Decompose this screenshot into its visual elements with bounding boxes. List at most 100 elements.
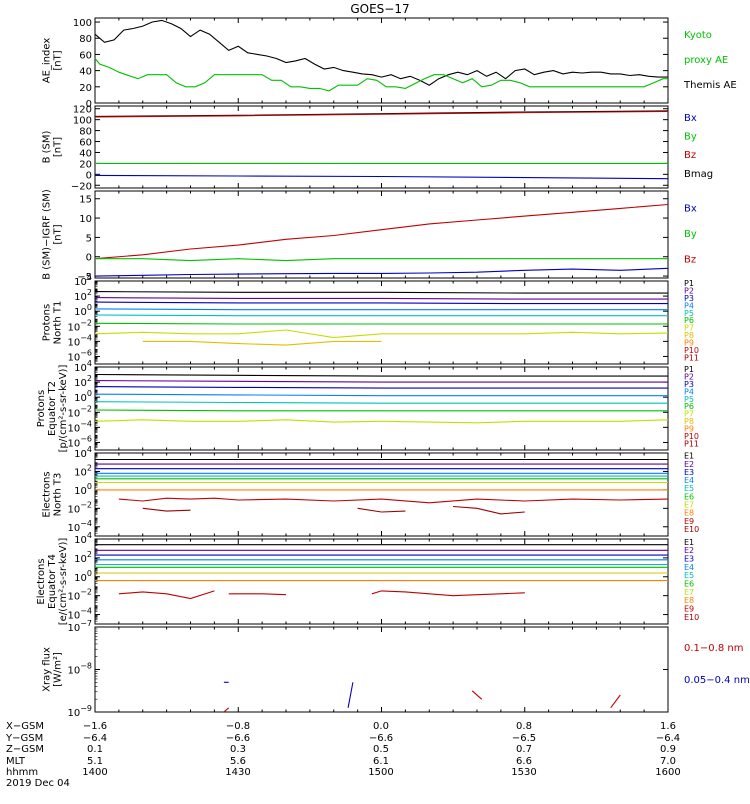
series-line (94, 58, 668, 92)
axis-row-value: 0.7 (516, 744, 532, 755)
plot-title: GOES−17 (350, 2, 409, 16)
axis-row-value: −6.4 (83, 733, 107, 744)
legend-entry: P10 (684, 432, 699, 441)
y-tick-label: 10−2 (67, 318, 92, 333)
legend-entry: P1 (684, 279, 694, 288)
legend-entry: P11 (684, 439, 699, 448)
legend-entry: P5 (684, 395, 694, 404)
y-tick-label: 102 (74, 374, 92, 389)
series-line (471, 690, 483, 700)
legend-entry: E1 (684, 452, 694, 461)
series-line (94, 19, 668, 86)
legend-entry: E7 (684, 501, 694, 510)
y-tick-label: 100 (74, 303, 92, 318)
y-tick-label: 15 (79, 195, 92, 206)
panel-1: 100 80 60 40 20 0 AE_index [nT] Kyoto proxy AE The… (42, 17, 737, 110)
y-tick-label: −20 (71, 181, 92, 192)
axis-row-value: −0.8 (226, 721, 250, 732)
legend-entry: P6 (684, 316, 694, 325)
y-axis-label: [p/(cm²-s-sr-keV)] (58, 365, 69, 453)
y-tick-label: 20 (79, 83, 92, 94)
legend-entry: E4 (684, 476, 694, 485)
series-line (347, 682, 354, 708)
legend-entry: P7 (684, 410, 694, 419)
legend-entry: P10 (684, 346, 699, 355)
y-tick-label: 100 (74, 482, 92, 497)
legend-entry: E7 (684, 588, 694, 597)
legend-entry: proxy AE (684, 55, 728, 66)
y-tick-label: 104 (74, 273, 92, 288)
axis-row-value: 0.1 (87, 744, 103, 755)
axis-row-value: −6.5 (512, 733, 536, 744)
legend-entry: P6 (684, 402, 694, 411)
series-line (94, 401, 668, 404)
legend-entry: P11 (684, 353, 699, 362)
panel-3: 15 10 5 0 −5 B (SM)−IGRF (SM) [nT] Bx By Bz (42, 189, 697, 283)
axis-row-value: 6.6 (516, 756, 532, 767)
axis-row-label: Y−GSM (5, 733, 43, 744)
y-tick-label: 60 (79, 138, 92, 149)
y-tick-label: 10−6 (67, 348, 92, 363)
legend-entry: E10 (684, 613, 699, 622)
series-line (142, 340, 382, 346)
y-tick-label: 10 (79, 214, 92, 225)
series-line (94, 297, 668, 300)
y-tick-label: 100 (73, 18, 92, 29)
legend-entry: P9 (684, 424, 694, 433)
y-tick-label: 80 (79, 34, 92, 45)
y-tick-label: 0 (86, 253, 92, 264)
panel-frame (94, 538, 669, 625)
series-line (94, 419, 669, 424)
legend-entry: P2 (684, 287, 694, 296)
legend-entry: P8 (684, 417, 694, 426)
axis-row-value: 5.1 (87, 756, 103, 767)
y-tick-label: 20 (79, 159, 92, 170)
series-line (142, 507, 191, 512)
y-tick-label: 10−2 (67, 404, 92, 419)
series-line (94, 322, 668, 325)
y-tick-label: 104 (74, 445, 92, 460)
bottom-axis: X−GSM −1.6 −0.8 0.0 0.8 1.6 Y−GSM −6.4 −6.6 −6.6 −… (5, 721, 681, 789)
legend-entry: Bx (684, 203, 697, 214)
legend-entry: E8 (684, 509, 694, 518)
legend-entry: E2 (684, 546, 694, 555)
legend-entry: E9 (684, 517, 694, 526)
legend-entry: P8 (684, 331, 694, 340)
y-tick-label: 10−2 (67, 588, 92, 603)
legend-entry: Kyoto (684, 30, 712, 41)
y-tick-label: 100 (74, 569, 92, 584)
panel-frame (94, 626, 669, 713)
legend-entry: P3 (684, 294, 694, 303)
y-axis-label: Protons (36, 390, 47, 427)
y-axis-label: Electrons (36, 558, 47, 604)
series-line (94, 373, 668, 377)
y-tick-label: 5 (86, 233, 92, 244)
axis-row-value: 1500 (368, 767, 393, 778)
legend-entry: P1 (684, 365, 694, 374)
axis-row-value: −6.4 (656, 733, 680, 744)
y-tick-label: 10−4 (67, 333, 92, 348)
legend-entry: 0.1−0.8 nm (684, 643, 743, 654)
axis-row-value: 1530 (511, 767, 536, 778)
axis-row-value: 0.0 (373, 721, 389, 732)
series-line (371, 590, 525, 597)
y-tick-label: 100 (74, 389, 92, 404)
y-tick-label: 80 (79, 127, 92, 138)
y-axis-label: Electrons (42, 471, 53, 517)
series-line (94, 291, 668, 294)
legend-entry: E3 (684, 468, 694, 477)
series-line (94, 380, 668, 383)
panel-frame (94, 17, 669, 104)
y-tick-label: 0 (86, 170, 92, 181)
series-line (118, 497, 669, 504)
series-line (118, 590, 215, 600)
panel-8: 10−7 10−8 10−9 Xray flux [W/m²] 0.1−0.8 nm 0.0… (42, 619, 750, 719)
axis-row-value: 7.0 (660, 756, 676, 767)
legend-entry: By (684, 132, 697, 143)
legend-entry: 0.05−0.4 nm (684, 675, 750, 686)
series-line (610, 694, 621, 709)
axis-row-value: 0.3 (230, 744, 246, 755)
legend-entry: E9 (684, 605, 694, 614)
y-axis-label: [nT] (53, 224, 64, 244)
